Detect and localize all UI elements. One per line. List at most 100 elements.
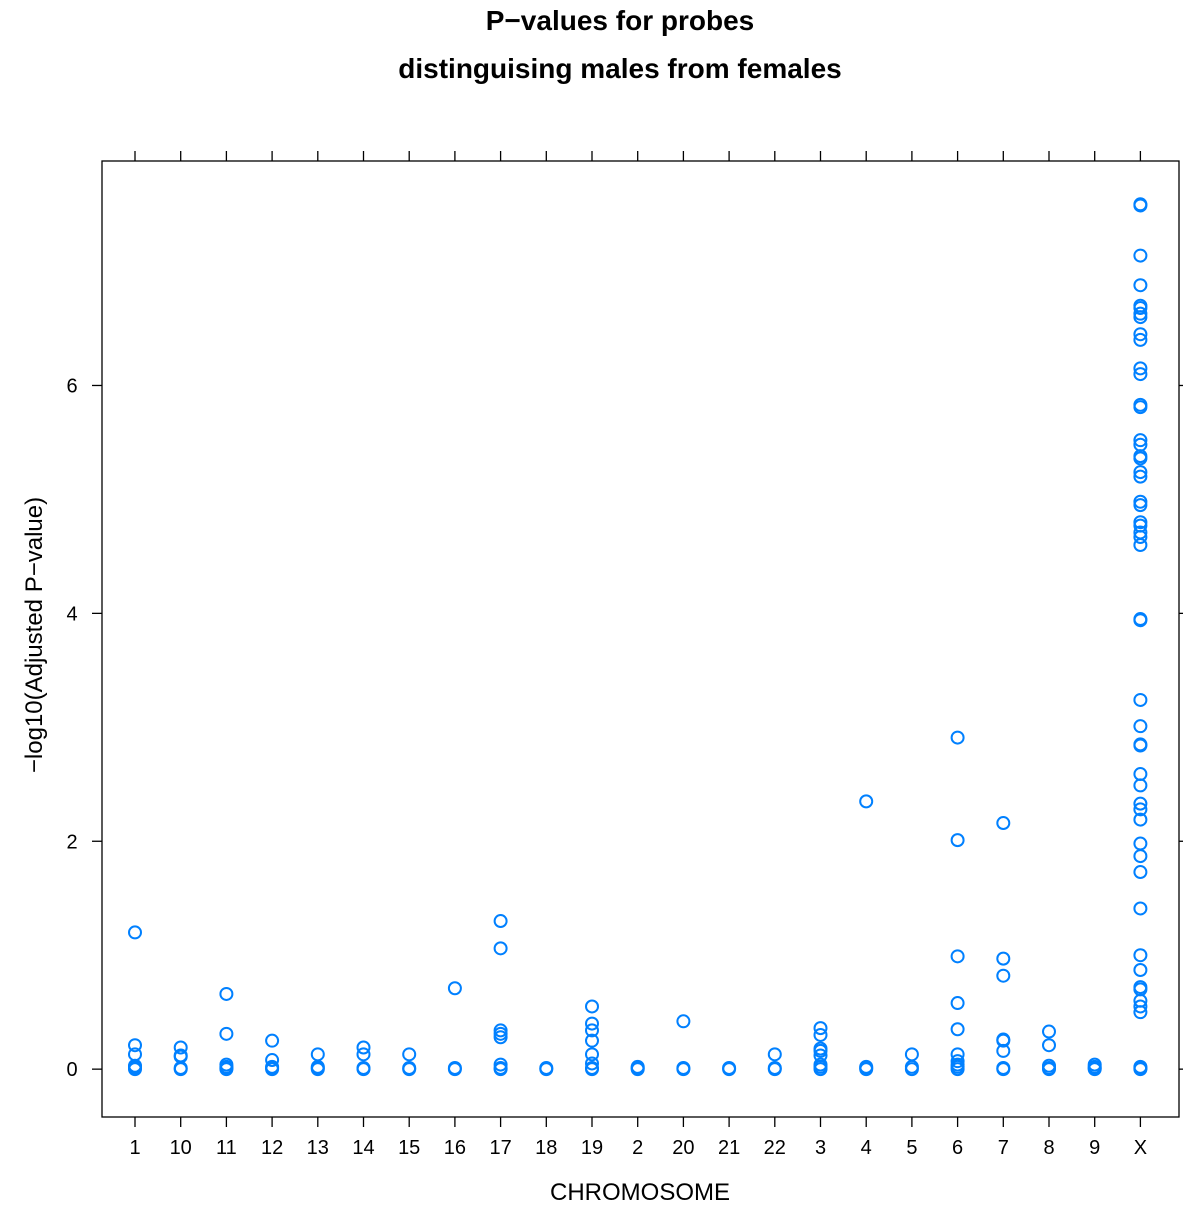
x-tick-label-14: 14 <box>352 1137 374 1159</box>
data-point-7-7 <box>996 1062 1011 1077</box>
data-point-13-3 <box>310 1062 325 1077</box>
data-point-8-0 <box>1042 1024 1056 1039</box>
data-point-19-1 <box>585 1016 599 1031</box>
x-tick-label-21: 21 <box>718 1137 740 1159</box>
data-point-2-2 <box>630 1062 645 1077</box>
data-point-X-32 <box>1133 738 1148 753</box>
x-tick-label-3: 3 <box>815 1137 826 1159</box>
data-point-6-0 <box>950 730 965 745</box>
data-point-3-1 <box>813 1027 828 1042</box>
data-point-X-30 <box>1133 719 1148 734</box>
x-tick-label-6: 6 <box>952 1137 963 1159</box>
data-point-19-4 <box>585 1047 599 1062</box>
x-tick-label-12: 12 <box>261 1137 283 1159</box>
data-point-X-40 <box>1133 865 1148 880</box>
data-point-X-2 <box>1133 248 1148 263</box>
data-point-6-9 <box>950 1062 965 1077</box>
data-point-11-0 <box>219 986 234 1001</box>
data-point-X-7 <box>1133 310 1148 325</box>
data-point-X-28 <box>1133 613 1148 628</box>
x-axis-label: CHROMOSOME <box>550 1179 730 1206</box>
data-point-X-11 <box>1133 367 1148 382</box>
data-point-X-14 <box>1133 433 1148 448</box>
data-point-3-0 <box>813 1021 828 1036</box>
data-point-X-17 <box>1133 451 1148 466</box>
data-point-10-0 <box>173 1040 188 1055</box>
data-point-9-3 <box>1087 1062 1102 1077</box>
data-point-7-0 <box>996 816 1011 831</box>
data-point-X-51 <box>1133 1062 1148 1077</box>
data-point-6-4 <box>950 1022 965 1037</box>
y-tick-label-6: 6 <box>66 375 77 397</box>
data-point-5-0 <box>904 1047 919 1062</box>
data-point-6-2 <box>950 949 965 964</box>
data-point-8-1 <box>1042 1038 1056 1053</box>
data-point-14-1 <box>356 1047 371 1062</box>
y-axis-ticks: 0 2 4 6 <box>66 375 1183 1081</box>
data-point-X-34 <box>1133 778 1148 793</box>
data-point-X-1 <box>1133 198 1148 213</box>
chart-title-line-1: P−values for probes <box>486 5 754 36</box>
data-point-11-1 <box>219 1026 234 1041</box>
data-point-X-33 <box>1133 767 1148 782</box>
x-axis-ticks: 1 10 11 12 13 14 15 16 17 18 19 2 20 21 22 3 4 5 6 7 8 9 X <box>129 151 1147 1159</box>
data-point-10-4 <box>173 1062 188 1077</box>
data-point-X-21 <box>1133 498 1148 513</box>
data-point-16-0 <box>447 981 462 996</box>
data-point-X-9 <box>1133 332 1148 347</box>
data-point-X-3 <box>1133 278 1148 293</box>
x-tick-label-18: 18 <box>535 1137 557 1159</box>
data-point-X-48 <box>1133 1005 1148 1020</box>
data-point-7-1 <box>996 951 1011 966</box>
y-tick-label-0: 0 <box>66 1059 77 1081</box>
plot-frame <box>101 160 1180 1118</box>
x-tick-label-19: 19 <box>581 1137 603 1159</box>
x-tick-label-1: 1 <box>129 1137 140 1159</box>
data-point-12-1 <box>265 1053 280 1068</box>
data-point-14-0 <box>356 1040 371 1055</box>
data-point-7-5 <box>996 1043 1011 1058</box>
data-point-19-2 <box>585 1023 599 1038</box>
data-point-1-1 <box>128 1038 142 1053</box>
data-point-11-5 <box>219 1062 234 1077</box>
data-point-22-0 <box>767 1047 782 1062</box>
data-point-4-3 <box>859 1062 874 1077</box>
data-point-X-37 <box>1133 812 1148 827</box>
data-point-7-2 <box>996 968 1011 983</box>
data-point-X-5 <box>1133 300 1148 315</box>
data-point-19-5 <box>585 1056 599 1071</box>
data-point-17-7 <box>493 1062 508 1077</box>
data-point-7-4 <box>996 1033 1011 1048</box>
data-point-3-3 <box>813 1043 828 1058</box>
x-tick-label-8: 8 <box>1043 1137 1054 1159</box>
x-tick-label-16: 16 <box>444 1137 466 1159</box>
data-point-X-18 <box>1133 465 1148 480</box>
data-point-X-19 <box>1133 469 1148 484</box>
data-point-1-2 <box>128 1047 142 1062</box>
x-tick-label-2: 2 <box>632 1137 643 1159</box>
data-point-1-6 <box>128 1062 142 1077</box>
chart-title-line-2: distinguising males from females <box>398 53 841 84</box>
data-point-1-0 <box>128 925 142 940</box>
data-point-20-2 <box>676 1062 691 1077</box>
data-point-12-4 <box>265 1062 280 1077</box>
x-tick-label-13: 13 <box>307 1137 329 1159</box>
data-point-X-38 <box>1133 836 1148 851</box>
data-point-14-3 <box>356 1062 371 1077</box>
data-points <box>128 197 1148 1077</box>
data-point-19-0 <box>585 999 599 1014</box>
data-point-13-0 <box>310 1047 325 1062</box>
data-point-X-25 <box>1133 530 1148 545</box>
data-point-X-26 <box>1133 537 1148 552</box>
x-tick-label-4: 4 <box>861 1137 872 1159</box>
y-tick-label-4: 4 <box>66 603 77 625</box>
x-tick-label-10: 10 <box>170 1137 192 1159</box>
data-point-6-3 <box>950 996 965 1011</box>
x-tick-label-11: 11 <box>216 1137 237 1159</box>
data-point-8-4 <box>1042 1062 1056 1077</box>
data-point-X-39 <box>1133 849 1148 864</box>
x-tick-label-5: 5 <box>906 1137 917 1159</box>
x-tick-label-15: 15 <box>398 1137 420 1159</box>
y-axis-label: −log10(Adjusted P−value) <box>21 497 48 773</box>
